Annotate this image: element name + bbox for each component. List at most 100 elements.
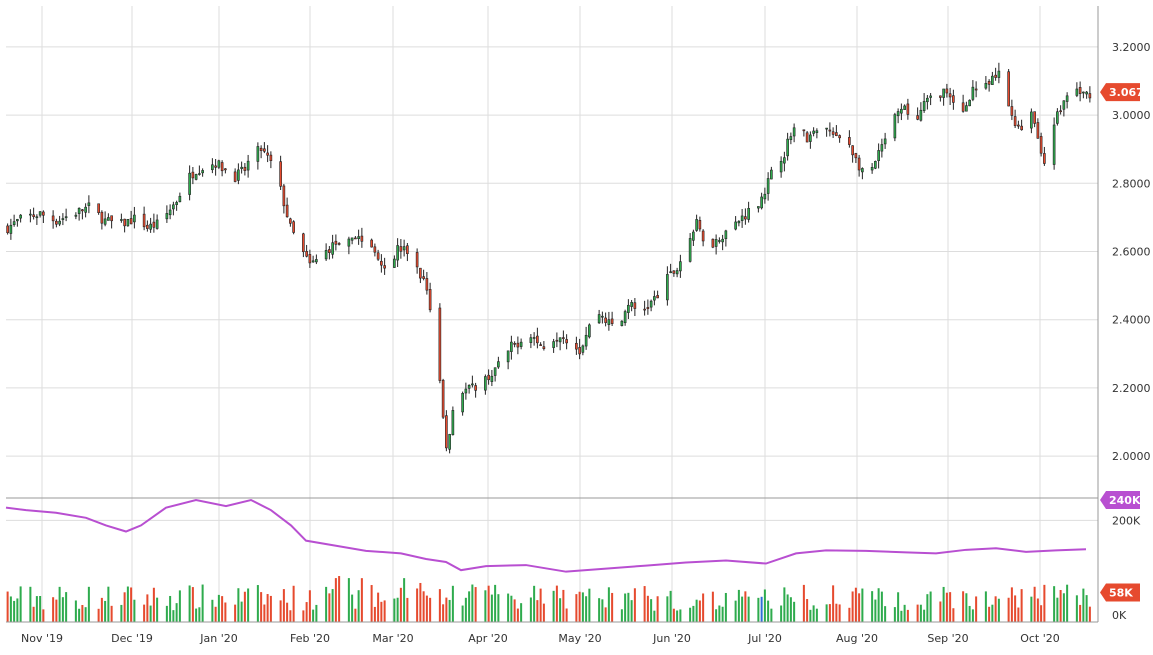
x-tick-label: Apr '20 — [468, 632, 508, 645]
candle-body — [513, 343, 516, 345]
candle-body — [178, 195, 182, 203]
candle — [266, 145, 269, 163]
candle-body — [961, 102, 965, 112]
candle — [129, 210, 133, 225]
candle — [698, 216, 702, 232]
candle — [497, 356, 500, 369]
volume-bar — [679, 609, 682, 622]
volume-bar — [1033, 586, 1036, 622]
candle-body — [666, 274, 669, 301]
candle-body — [857, 157, 861, 171]
candle — [588, 323, 591, 339]
volume-bar — [838, 604, 841, 622]
volume-bar — [221, 596, 224, 622]
candle — [422, 269, 425, 281]
candle-body — [110, 215, 113, 222]
volume-bar — [949, 592, 952, 622]
avg-volume-badge-shape — [1100, 491, 1140, 509]
candle-body — [1017, 124, 1020, 127]
candle-body — [1043, 153, 1046, 164]
candle — [373, 243, 377, 257]
candle — [165, 205, 169, 223]
candle — [789, 132, 793, 145]
volume-bar — [767, 600, 770, 622]
candle — [1078, 81, 1082, 102]
volume-bar — [991, 604, 994, 622]
candle-body — [646, 307, 650, 310]
candle-body — [425, 278, 429, 291]
candle — [123, 218, 126, 233]
candle-body — [334, 240, 338, 245]
volume-bar — [120, 604, 123, 622]
candle — [984, 76, 988, 90]
volume-bar — [328, 593, 331, 622]
x-tick-label: Jul '20 — [747, 632, 782, 645]
volume-bar — [760, 596, 763, 622]
last-price-badge-text: 3.0675 — [1109, 86, 1151, 99]
volume-bar — [471, 584, 474, 622]
candle-body — [428, 289, 432, 311]
candle — [146, 220, 149, 232]
volume-bar — [971, 609, 974, 622]
candle-body — [984, 82, 988, 89]
candle — [220, 160, 224, 177]
candle-body — [997, 70, 1001, 78]
candle — [259, 145, 263, 159]
volume-bar — [793, 601, 796, 622]
candle-body — [84, 206, 87, 213]
volume-bar — [451, 585, 454, 622]
candle-body — [610, 318, 614, 324]
candle — [516, 336, 520, 355]
candle-body — [926, 97, 929, 103]
price-candles — [6, 62, 1092, 454]
candle — [649, 299, 653, 312]
volume-bar — [484, 590, 487, 622]
volume-bar — [880, 591, 883, 622]
x-tick-label: Oct '20 — [1020, 632, 1060, 645]
candle — [120, 213, 123, 223]
volume-bar — [419, 582, 422, 622]
candle — [1020, 119, 1023, 131]
volume-bar — [260, 592, 263, 622]
candle-body — [438, 307, 442, 381]
axes — [6, 6, 1099, 623]
candle-body — [12, 221, 16, 225]
candle — [201, 168, 204, 177]
volume-bar — [169, 595, 172, 622]
candle-body — [201, 170, 204, 174]
volume-bar — [815, 608, 818, 622]
candle — [471, 375, 474, 388]
candle — [188, 165, 191, 201]
candle-body — [357, 236, 360, 239]
candle — [896, 108, 900, 124]
candle-body — [854, 153, 858, 159]
candle — [792, 123, 796, 143]
volume-bar — [373, 606, 376, 622]
x-tick-label: May '20 — [558, 632, 601, 645]
candle — [191, 166, 195, 185]
volume-bar — [282, 589, 285, 622]
volume-bar — [448, 599, 451, 622]
candle-body — [32, 214, 35, 217]
candle-body — [692, 231, 695, 241]
candle — [760, 192, 763, 210]
candle — [854, 152, 858, 164]
candle-body — [851, 145, 854, 156]
candle-body — [393, 258, 396, 268]
candle-body — [16, 219, 19, 222]
candle-body — [152, 221, 156, 228]
volume-bar — [1017, 607, 1020, 622]
candle-body — [880, 144, 884, 152]
candle — [194, 173, 198, 181]
candle-body — [815, 130, 819, 133]
candle — [490, 369, 494, 387]
candle-body — [581, 345, 585, 353]
candle — [513, 341, 516, 348]
candle-body — [994, 74, 997, 78]
volume-bar — [370, 585, 373, 622]
candle — [835, 125, 838, 137]
candle — [263, 142, 266, 154]
candle-body — [529, 337, 533, 343]
volume-bar — [744, 591, 747, 622]
volume-bar — [962, 591, 965, 622]
